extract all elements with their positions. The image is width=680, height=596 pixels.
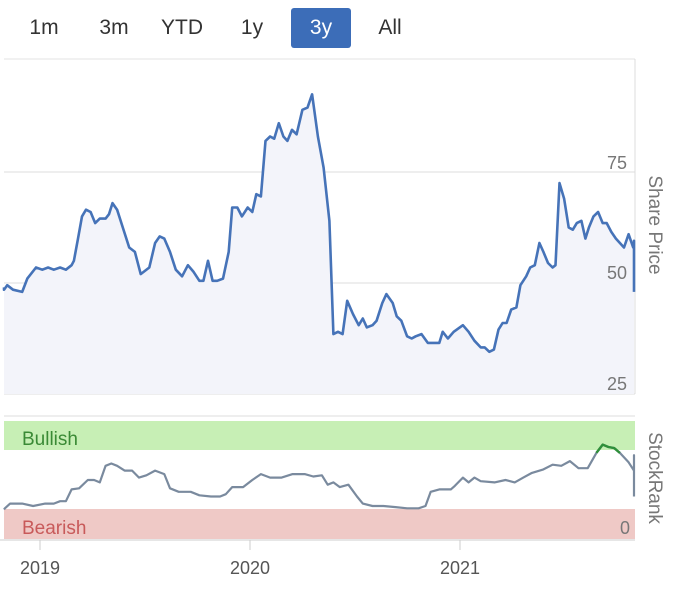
rank-tick-0: 0 xyxy=(620,518,630,538)
stockrank-bullish-segment xyxy=(595,443,621,454)
range-button-ytd[interactable]: YTD xyxy=(161,16,203,39)
price-tick-25: 25 xyxy=(607,374,627,394)
price-line xyxy=(2,93,636,354)
price-panel: 75 50 25 Share Price xyxy=(2,58,665,395)
bearish-label: Bearish xyxy=(22,518,86,539)
range-button-all[interactable]: All xyxy=(378,16,402,39)
range-button-3y[interactable]: 3y xyxy=(291,8,351,48)
price-tick-75: 75 xyxy=(607,153,627,173)
x-axis: 2019 2020 2021 xyxy=(0,539,635,578)
range-button-1y[interactable]: 1y xyxy=(240,16,264,39)
bullish-label: Bullish xyxy=(22,429,78,450)
rank-panel: Bullish Bearish 0 StockRank xyxy=(3,415,665,539)
x-tick-2020: 2020 xyxy=(230,558,270,578)
range-button-1m[interactable]: 1m xyxy=(29,16,59,39)
rank-axis-title: StockRank xyxy=(644,432,665,524)
price-axis-title: Share Price xyxy=(644,175,665,274)
range-selector: 1m 3m YTD 1y 3y All xyxy=(0,8,440,48)
price-area-fill xyxy=(4,94,634,395)
bullish-zone xyxy=(4,421,635,450)
price-tick-50: 50 xyxy=(607,263,627,283)
x-tick-2019: 2019 xyxy=(20,558,60,578)
x-tick-2021: 2021 xyxy=(440,558,480,578)
range-button-3m[interactable]: 3m xyxy=(99,16,129,39)
bearish-zone xyxy=(4,509,635,539)
stockrank-line xyxy=(3,443,636,511)
